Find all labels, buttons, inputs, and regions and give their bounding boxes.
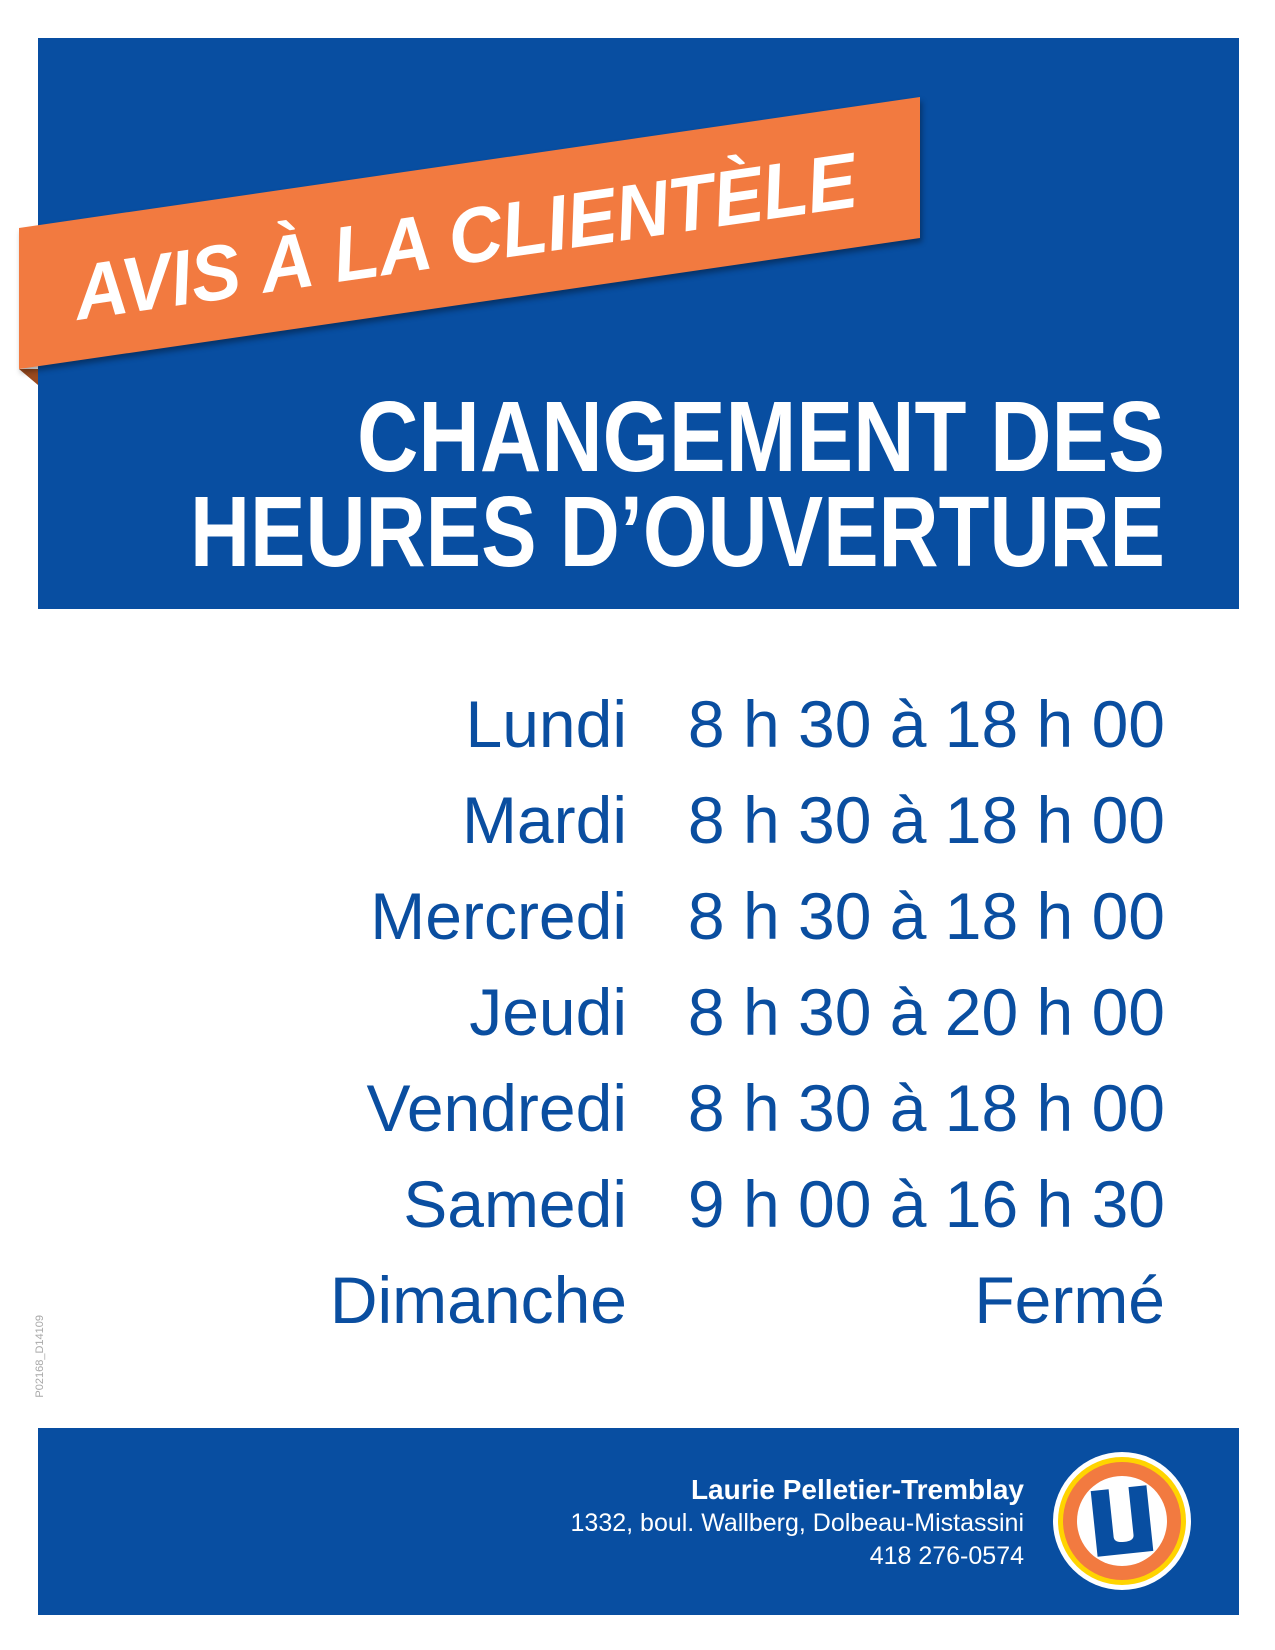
hours-value: 8 h 30 à 18 h 00 — [687, 879, 1165, 953]
hours-value: 9 h 00 à 16 h 30 — [687, 1167, 1165, 1241]
store-name: Laurie Pelletier-Tremblay — [690, 1474, 1024, 1505]
day-label: Jeudi — [469, 975, 627, 1049]
hours-value: 8 h 30 à 18 h 00 — [687, 687, 1165, 761]
schedule-row: Dimanche Fermé — [0, 1262, 1275, 1358]
store-address: 1332, boul. Wallberg, Dolbeau-Mistassini — [570, 1509, 1024, 1537]
hours-value: 8 h 30 à 20 h 00 — [687, 975, 1165, 1049]
title-line-1: CHANGEMENT DES — [357, 381, 1165, 493]
schedule-row: Jeudi 8 h 30 à 20 h 00 — [0, 974, 1275, 1070]
day-label: Dimanche — [329, 1263, 627, 1337]
schedule-row: Mercredi 8 h 30 à 18 h 00 — [0, 878, 1275, 974]
schedule-row: Lundi 8 h 30 à 18 h 00 — [0, 686, 1275, 782]
banner-ribbon — [19, 97, 920, 369]
day-label: Lundi — [465, 687, 628, 761]
header-graphics: AVIS À LA CLIENTÈLE CHANGEMENT DES HEURE… — [19, 97, 1165, 588]
store-phone: 418 276-0574 — [869, 1542, 1024, 1570]
schedule-row: Vendredi 8 h 30 à 18 h 00 — [0, 1070, 1275, 1166]
hours-value: 8 h 30 à 18 h 00 — [687, 783, 1165, 857]
day-label: Mercredi — [370, 879, 627, 953]
schedule-row: Samedi 9 h 00 à 16 h 30 — [0, 1166, 1275, 1262]
title-line-2: HEURES D’OUVERTURE — [190, 476, 1165, 588]
hours-value: Fermé — [974, 1263, 1165, 1337]
schedule-row: Mardi 8 h 30 à 18 h 00 — [0, 782, 1275, 878]
footer-panel — [38, 1428, 1239, 1615]
day-label: Vendredi — [366, 1071, 627, 1145]
day-label: Samedi — [403, 1167, 627, 1241]
document-code: P02168_D14109 — [34, 1315, 46, 1398]
banner-fold — [19, 369, 38, 385]
hours-value: 8 h 30 à 18 h 00 — [687, 1071, 1165, 1145]
day-label: Mardi — [461, 783, 627, 857]
